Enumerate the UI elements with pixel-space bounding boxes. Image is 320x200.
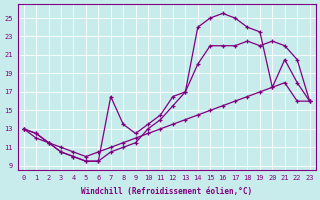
- X-axis label: Windchill (Refroidissement éolien,°C): Windchill (Refroidissement éolien,°C): [81, 187, 252, 196]
